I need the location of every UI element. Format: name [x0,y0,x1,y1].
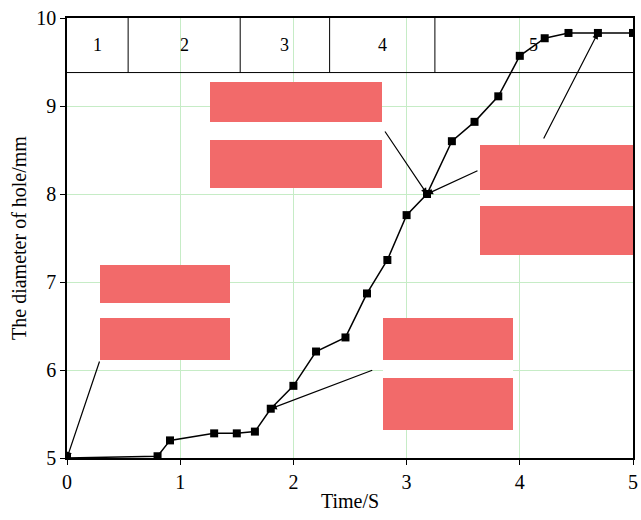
svg-text:5: 5 [628,471,638,493]
svg-text:8: 8 [46,183,56,205]
svg-text:Time/S: Time/S [321,490,379,512]
svg-text:5: 5 [529,35,538,55]
svg-text:1: 1 [175,471,185,493]
svg-text:7: 7 [46,271,56,293]
svg-text:9: 9 [46,95,56,117]
svg-text:5: 5 [46,447,56,469]
svg-text:4: 4 [378,35,387,55]
svg-text:1: 1 [93,35,102,55]
svg-text:2: 2 [288,471,298,493]
svg-text:2: 2 [180,35,189,55]
svg-text:The diameter of hole/mm: The diameter of hole/mm [8,136,30,340]
svg-text:4: 4 [515,471,525,493]
svg-text:0: 0 [62,471,72,493]
svg-text:3: 3 [402,471,412,493]
svg-text:10: 10 [36,7,56,29]
svg-text:3: 3 [280,35,289,55]
svg-text:6: 6 [46,359,56,381]
